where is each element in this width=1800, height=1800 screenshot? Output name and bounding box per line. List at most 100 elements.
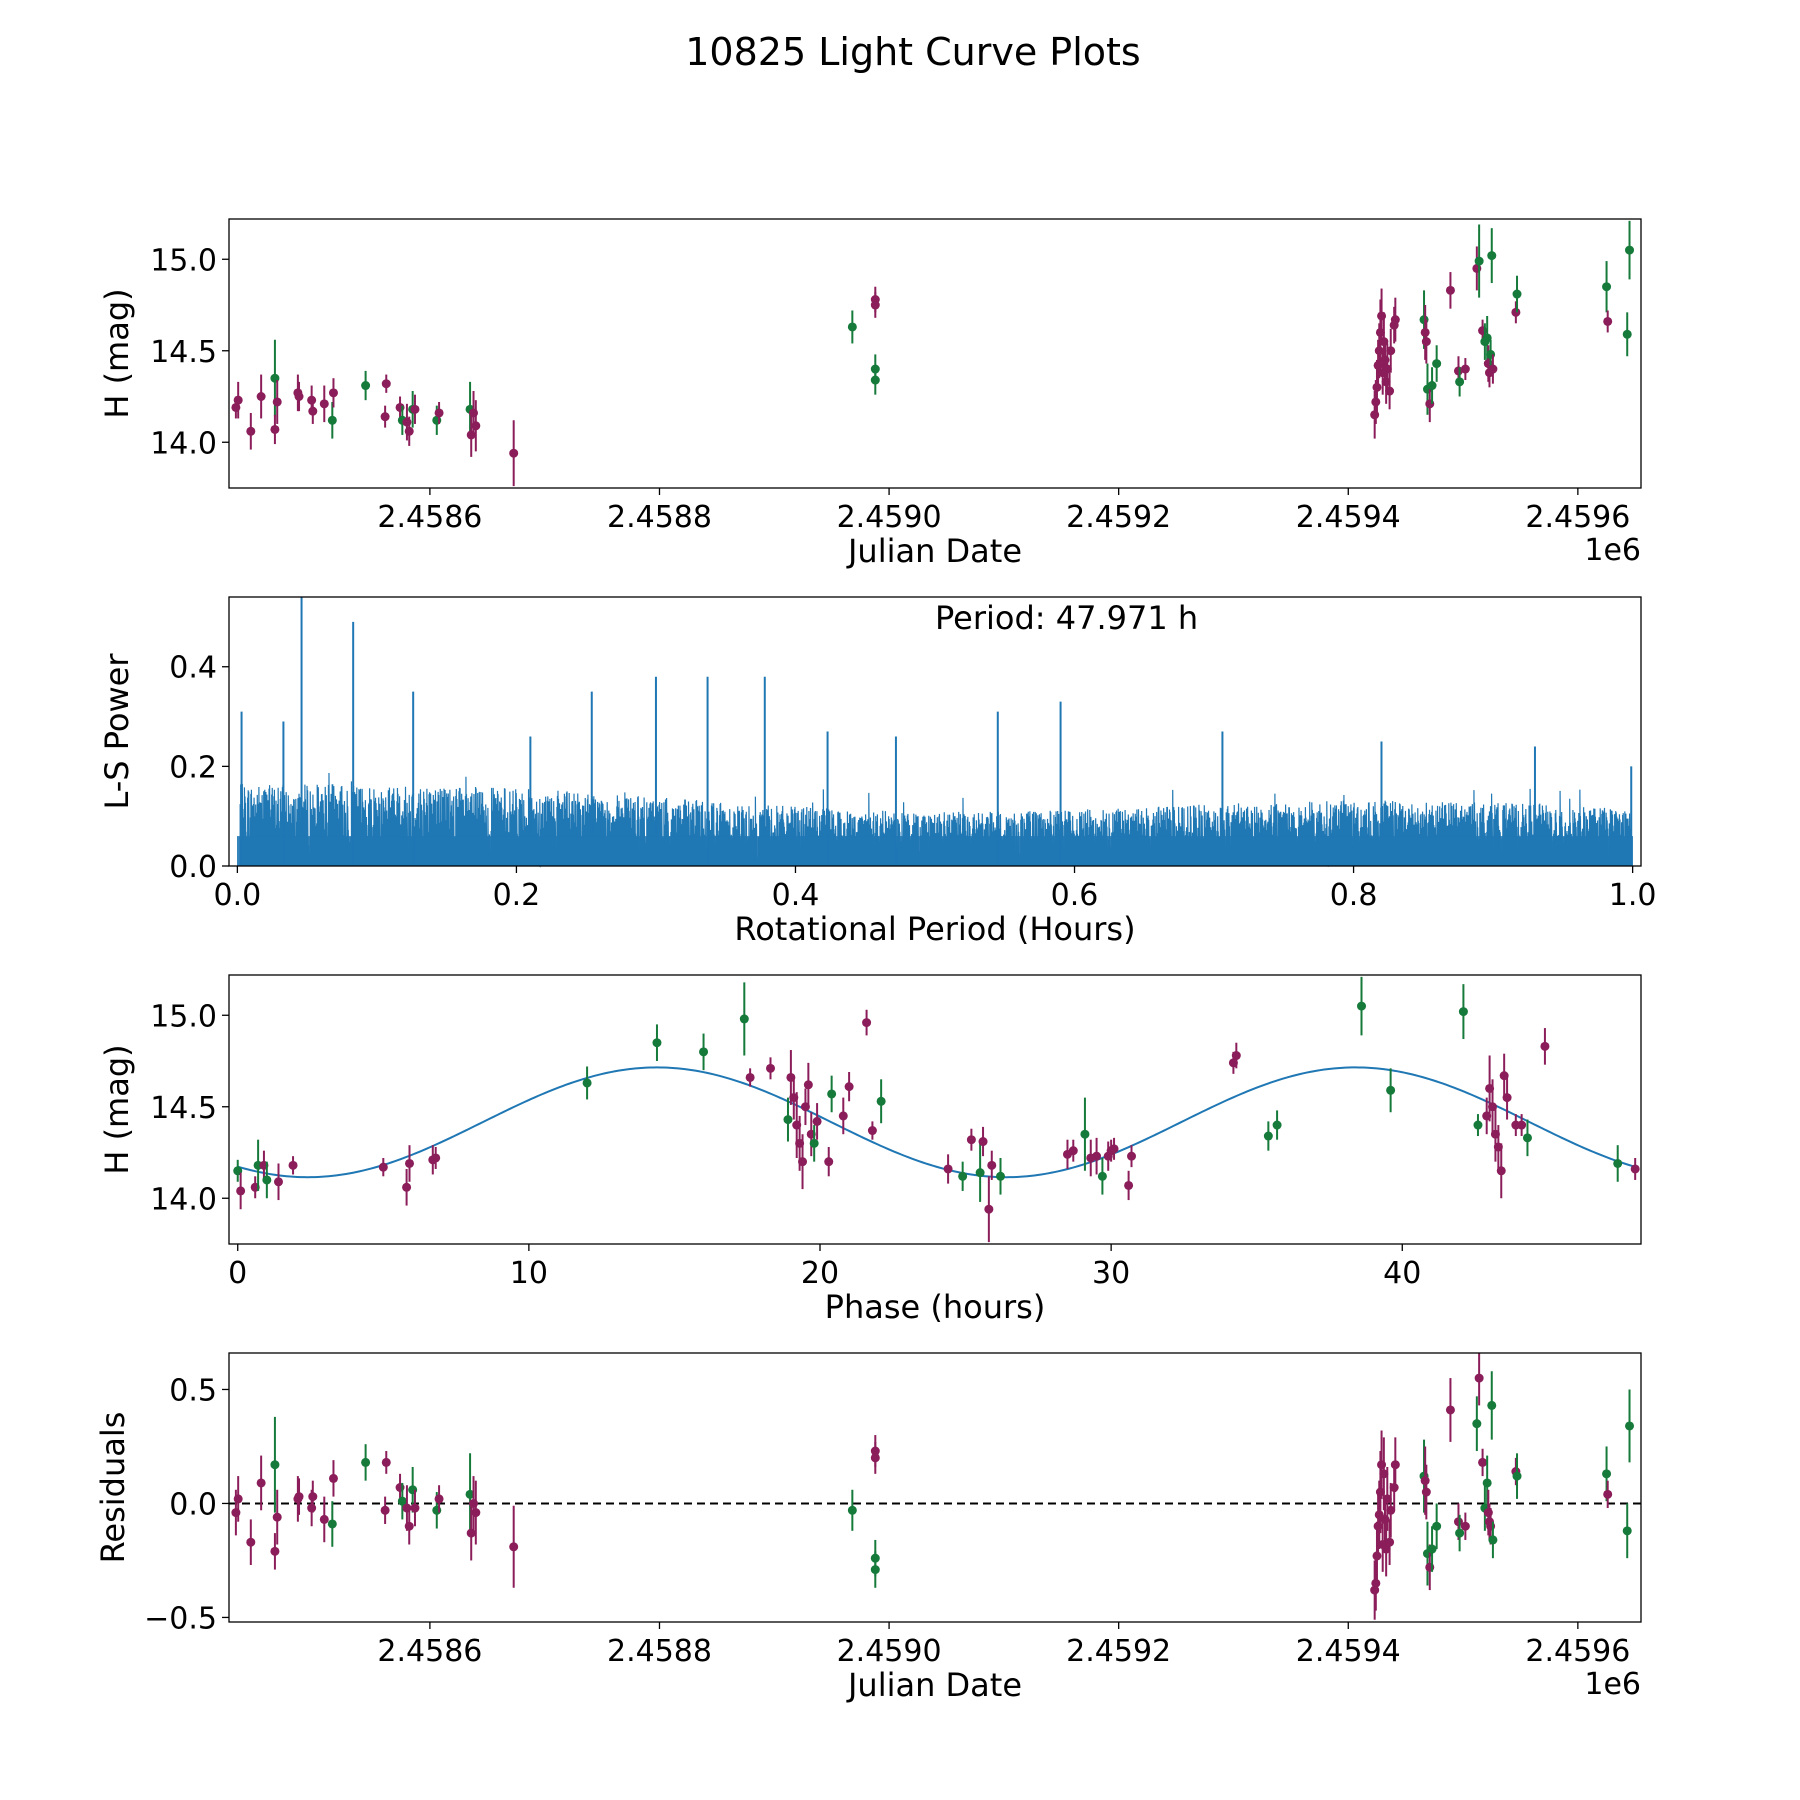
- lightcurve-data-point: [270, 414, 280, 445]
- residuals-ytick-label: −0.5: [144, 1601, 217, 1636]
- lightcurve-data-point: [1375, 299, 1385, 366]
- phased-marker: [236, 1186, 246, 1196]
- residuals-data-point: [233, 1476, 243, 1522]
- phased-marker: [803, 1080, 813, 1090]
- lightcurve-data-point: [1390, 297, 1400, 342]
- phased-marker: [844, 1082, 854, 1092]
- phased-marker: [582, 1078, 592, 1088]
- lightcurve-marker: [1488, 364, 1498, 374]
- lightcurve-ytick-label: 15.0: [150, 243, 217, 278]
- residuals-data-point: [1474, 1353, 1484, 1406]
- lightcurve-data-point: [272, 380, 282, 424]
- residuals-marker: [1460, 1521, 1470, 1531]
- lightcurve-data-point: [308, 398, 318, 424]
- residuals-marker: [1432, 1521, 1442, 1531]
- phased-marker: [1272, 1120, 1282, 1130]
- residuals-marker: [294, 1492, 304, 1502]
- lightcurve-marker: [410, 404, 420, 414]
- lightcurve-marker: [1455, 377, 1465, 387]
- residuals-data-point: [1622, 1503, 1632, 1559]
- residuals-data-point: [1482, 1455, 1492, 1511]
- phased-marker: [739, 1014, 749, 1024]
- phased-marker: [812, 1116, 822, 1126]
- lightcurve-marker: [233, 395, 243, 405]
- lightcurve-data-point: [471, 400, 481, 452]
- lightcurve-marker: [319, 399, 329, 409]
- periodogram-xtick-label: 0.2: [493, 878, 541, 913]
- lightcurve-marker: [1622, 329, 1632, 339]
- light-curve-xlabel: Julian Date: [846, 532, 1022, 570]
- phased-marker: [783, 1115, 793, 1125]
- residuals-marker: [870, 1565, 880, 1575]
- lightcurve-marker: [1487, 251, 1497, 261]
- phased-marker: [1080, 1129, 1090, 1139]
- lightcurve-data-point: [1421, 319, 1431, 364]
- lightcurve-xtick-label: 2.4592: [1066, 500, 1171, 535]
- residuals-xlabel: Julian Date: [846, 1666, 1022, 1704]
- lightcurve-marker: [870, 375, 880, 385]
- residuals-data-point: [1445, 1378, 1455, 1442]
- phased-data-point: [978, 1126, 988, 1157]
- phased-marker: [273, 1177, 283, 1187]
- lightcurve-xtick-label: 2.4596: [1525, 500, 1630, 535]
- phased-data-point: [745, 1068, 755, 1087]
- lightcurve-marker: [328, 388, 338, 398]
- lightcurve-data-point: [1455, 367, 1465, 397]
- lightcurve-data-point: [1432, 345, 1442, 382]
- residuals-data-point: [410, 1489, 420, 1527]
- lightcurve-xtick-label: 2.4594: [1296, 500, 1401, 535]
- lightcurve-data-point: [1385, 372, 1395, 410]
- residuals-xtick-label: 2.4592: [1066, 1634, 1171, 1669]
- lightcurve-marker: [1390, 315, 1400, 325]
- phased-marker: [1231, 1051, 1241, 1061]
- residuals-marker: [1386, 1505, 1396, 1515]
- residuals-marker: [1482, 1478, 1492, 1488]
- lightcurve-marker: [1427, 381, 1437, 391]
- phased-marker: [1522, 1133, 1532, 1143]
- residuals-marker: [1420, 1476, 1430, 1486]
- lightcurve-marker: [272, 397, 282, 407]
- lightcurve-ytick-label: 14.5: [150, 335, 217, 370]
- periodogram-xtick-label: 0.8: [1330, 878, 1378, 913]
- phased-marker: [943, 1164, 953, 1174]
- phased-data-point: [402, 1168, 412, 1206]
- lightcurve-data-point: [1603, 310, 1613, 333]
- lightcurve-marker: [1374, 346, 1384, 356]
- residuals-data-point: [270, 1533, 280, 1570]
- phased-data-point: [798, 1134, 808, 1190]
- phased-marker: [1068, 1146, 1078, 1156]
- residuals-data-point: [1625, 1389, 1635, 1463]
- lightcurve-marker: [270, 424, 280, 434]
- residuals-data-point: [434, 1485, 444, 1513]
- residuals-marker: [1455, 1528, 1465, 1538]
- residuals-xtick-label: 2.4596: [1525, 1634, 1630, 1669]
- phased-marker: [1630, 1164, 1640, 1174]
- lightcurve-marker: [1603, 316, 1613, 326]
- phased-panel: Phase (hours) H (mag) 0 10 20 30 40 14.0 14.5 1…: [98, 974, 1642, 1326]
- phased-data-point: [1124, 1170, 1134, 1201]
- residuals-data-point: [1421, 1464, 1431, 1520]
- lightcurve-data-point: [870, 292, 880, 318]
- periodogram-xtick-label: 0.0: [214, 878, 262, 913]
- phased-data-point: [273, 1163, 283, 1201]
- residuals-marker: [465, 1489, 475, 1499]
- residuals-marker: [1625, 1421, 1635, 1431]
- phased-marker: [984, 1204, 994, 1214]
- lightcurve-marker: [434, 408, 444, 418]
- lightcurve-marker: [1379, 337, 1389, 347]
- phased-marker: [824, 1157, 834, 1167]
- phased-data-point: [958, 1161, 968, 1191]
- light-curve-panel: Julian Date H (mag) 1e6 2.4586 2.4588 2.45…: [98, 218, 1642, 570]
- phased-data-point: [838, 1097, 848, 1135]
- lightcurve-marker: [294, 392, 304, 402]
- lightcurve-marker: [1382, 364, 1392, 374]
- phased-marker: [1540, 1041, 1550, 1051]
- residuals-marker: [434, 1494, 444, 1504]
- lightcurve-data-point: [1427, 367, 1437, 404]
- phased-data-point: [844, 1071, 854, 1102]
- phased-data-point: [1263, 1121, 1273, 1151]
- lightcurve-data-point: [1622, 312, 1632, 357]
- phased-data-point: [1231, 1042, 1241, 1069]
- phased-data-point: [876, 1079, 886, 1124]
- phased-data-point: [1473, 1114, 1483, 1137]
